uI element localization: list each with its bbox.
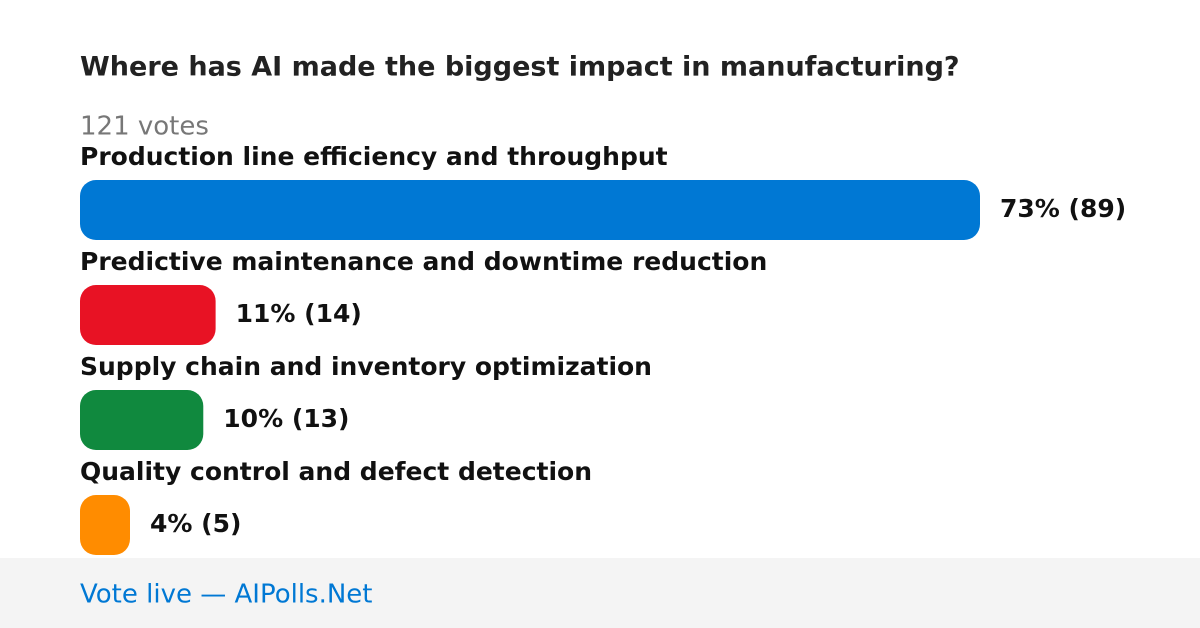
poll-title: Where has AI made the biggest impact in … [80,52,960,83]
option-label: Production line efficiency and throughpu… [80,142,668,171]
footer-link[interactable]: Vote live — AIPolls.Net [80,580,373,610]
option-label: Predictive maintenance and downtime redu… [80,247,767,276]
bar [80,180,980,240]
value-label: 73% (89) [1000,194,1126,223]
option-label: Quality control and defect detection [80,457,592,486]
bar [80,495,130,555]
option-label: Supply chain and inventory optimization [80,352,652,381]
vote-count: 121 votes [80,112,209,142]
value-label: 4% (5) [150,509,241,538]
value-label: 10% (13) [223,404,349,433]
value-label: 11% (14) [236,299,362,328]
bar [80,285,216,345]
footer-band [0,558,1200,628]
bar [80,390,204,450]
